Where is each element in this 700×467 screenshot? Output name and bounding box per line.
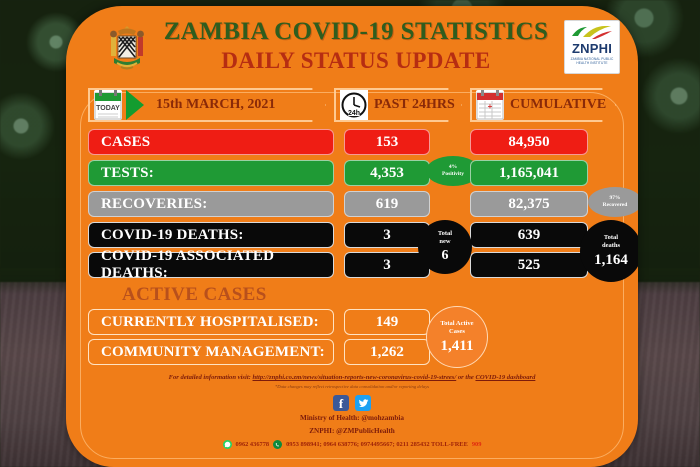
row-label-tests: TESTS:: [88, 160, 334, 186]
calendar-icon: +: [476, 90, 504, 120]
active-cases-title: ACTIVE CASES: [122, 284, 267, 305]
row-past24-associated-deaths: 3: [344, 252, 430, 278]
table-row-associated-deaths: COVID-19 ASSOCIATED DEATHS: 3 525: [88, 248, 616, 281]
badge-active-caption1: Total Active: [440, 319, 474, 327]
table-row-recoveries: RECOVERIES: 619 82,375 97% Recovered: [88, 187, 638, 218]
whatsapp-icon: [222, 440, 232, 449]
row-cumulative-associated-deaths: 525: [470, 252, 588, 278]
badge-total-new-deaths: Total new 6: [418, 220, 472, 274]
page-subtitle: DAILY STATUS UPDATE: [221, 48, 491, 73]
znphi-bird-mark-icon: [572, 26, 612, 39]
badge-positivity-text: Positivity: [442, 171, 464, 177]
row-cumulative-covid-deaths: 639: [470, 222, 588, 248]
footer: For detailed information visit: http://z…: [84, 373, 620, 449]
infographic-card: ZAMBIA COVID-19 STATISTICS DAILY STATUS …: [66, 6, 638, 467]
table-row-covid-deaths: COVID-19 DEATHS: 3 639: [88, 221, 616, 249]
page-title: ZAMBIA COVID-19 STATISTICS: [163, 18, 549, 45]
clock-24h-icon: 24h: [340, 90, 368, 120]
row-label-cases: CASES: [88, 129, 334, 155]
footer-info-prefix: For detailed information visit:: [168, 374, 251, 381]
footer-disclaimer: *Data changes may reflect retrospective …: [274, 384, 430, 389]
statistics-rows: CASES 153 84,950 TESTS: 4,353 4% Positiv…: [88, 128, 638, 368]
contact-phones: 0962 436778 0953 898941; 0964 638776; 09…: [84, 440, 620, 449]
row-past24-recoveries: 619: [344, 191, 430, 217]
table-row-community: COMMUNITY MANAGEMENT: 1,262: [88, 338, 616, 366]
badge-active-caption2: Cases: [449, 327, 465, 335]
phone-suffix: 909: [471, 441, 482, 448]
footer-dashboard-link[interactable]: COVID-19 dashboard: [475, 374, 536, 381]
title-block: ZAMBIA COVID-19 STATISTICS DAILY STATUS …: [160, 18, 552, 74]
badge-total-deaths-caption2: deaths: [601, 241, 621, 249]
today-calendar-icon: TODAY: [94, 90, 122, 120]
footer-info-line: For detailed information visit: http://z…: [84, 373, 620, 382]
badge-total-deaths-caption1: Total: [603, 233, 619, 241]
badge-total-deaths-value: 1,164: [594, 251, 628, 268]
column-label-cumulative: CUMULATIVE: [510, 97, 607, 112]
row-cumulative-recoveries: 82,375: [470, 191, 588, 217]
handle-moh: Ministry of Health: @mohzambia: [300, 414, 404, 422]
badge-positivity-pct: 4%: [448, 164, 458, 170]
badge-active-value: 1,411: [440, 337, 474, 354]
row-past24-cases: 153: [344, 129, 430, 155]
table-row-cases: CASES 153 84,950: [88, 128, 616, 156]
badge-recovered-text: Recovered: [602, 202, 628, 208]
green-arrow-icon: [126, 90, 144, 120]
znphi-logo: ZNPHI ZAMBIA NATIONAL PUBLIC HEALTH INST…: [564, 20, 620, 74]
phone-number-whatsapp: 0962 436778: [235, 441, 270, 448]
column-label-date: 15th MARCH, 2021: [156, 97, 276, 112]
svg-text:TODAY: TODAY: [96, 105, 120, 112]
column-header-past24: 24h PAST 24HRS: [334, 88, 462, 122]
badge-total-active-cases: Total Active Cases 1,411: [426, 306, 488, 368]
badge-total-deaths: Total deaths 1,164: [580, 220, 638, 282]
column-header-cumulative: + CUMULATIVE: [470, 88, 616, 122]
znphi-logo-name: ZNPHI: [572, 41, 612, 56]
svg-text:+: +: [488, 102, 493, 111]
table-row-tests: TESTS: 4,353 4% Positivity 1,165,041: [88, 156, 616, 187]
handle-znphi: ZNPHI: @ZMPublicHealth: [309, 426, 395, 435]
row-label-hospitalised: CURRENTLY HOSPITALISED:: [88, 309, 334, 335]
column-label-past24: PAST 24HRS: [374, 97, 455, 112]
row-label-covid-deaths: COVID-19 DEATHS:: [88, 222, 334, 248]
badge-total-new-caption1: Total: [437, 230, 453, 237]
row-past24-covid-deaths: 3: [344, 222, 430, 248]
column-header-today: TODAY 15th MARCH, 2021: [88, 88, 326, 122]
badge-total-new-value: 6: [441, 248, 449, 263]
table-row-hospitalised: CURRENTLY HOSPITALISED: 149: [88, 308, 616, 336]
row-cumulative-cases: 84,950: [470, 129, 588, 155]
twitter-icon[interactable]: [355, 395, 371, 411]
badge-recovered: 97% Recovered: [588, 187, 638, 217]
znphi-logo-subtitle: ZAMBIA NATIONAL PUBLIC HEALTH INSTITUTE: [570, 57, 614, 66]
footer-info-middle: or the: [457, 374, 474, 381]
row-past24-tests: 4,353: [344, 160, 430, 186]
phone-icon: [273, 440, 283, 449]
zambia-coat-of-arms-icon: [101, 22, 153, 72]
row-label-recoveries: RECOVERIES:: [88, 191, 334, 217]
row-value-hospitalised: 149: [344, 309, 430, 335]
deaths-section: COVID-19 DEATHS: 3 639 COVID-19 ASSOCIAT…: [88, 220, 638, 282]
facebook-icon[interactable]: f: [333, 395, 349, 411]
row-value-community: 1,262: [344, 339, 430, 365]
phone-numbers-list: 0953 898941; 0964 638776; 0974495667; 02…: [286, 441, 468, 448]
svg-text:24h: 24h: [348, 110, 360, 117]
social-links: f: [84, 395, 620, 411]
row-label-associated-deaths: COVID-19 ASSOCIATED DEATHS:: [88, 248, 334, 281]
column-header-band: TODAY 15th MARCH, 2021: [88, 88, 616, 124]
badge-total-new-caption2: new: [439, 238, 451, 245]
badge-recovered-pct: 97%: [609, 195, 621, 201]
footer-report-link[interactable]: http://znphi.co.zm/news/situation-report…: [252, 374, 457, 381]
row-cumulative-tests: 1,165,041: [470, 160, 588, 186]
row-label-community: COMMUNITY MANAGEMENT:: [88, 339, 334, 365]
active-cases-section: CURRENTLY HOSPITALISED: 149 COMMUNITY MA…: [88, 306, 616, 368]
header: ZAMBIA COVID-19 STATISTICS DAILY STATUS …: [66, 6, 638, 86]
